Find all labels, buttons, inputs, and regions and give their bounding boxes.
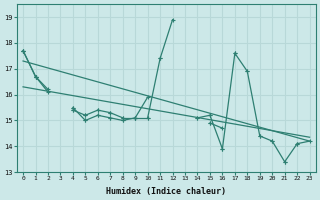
X-axis label: Humidex (Indice chaleur): Humidex (Indice chaleur) bbox=[106, 187, 226, 196]
